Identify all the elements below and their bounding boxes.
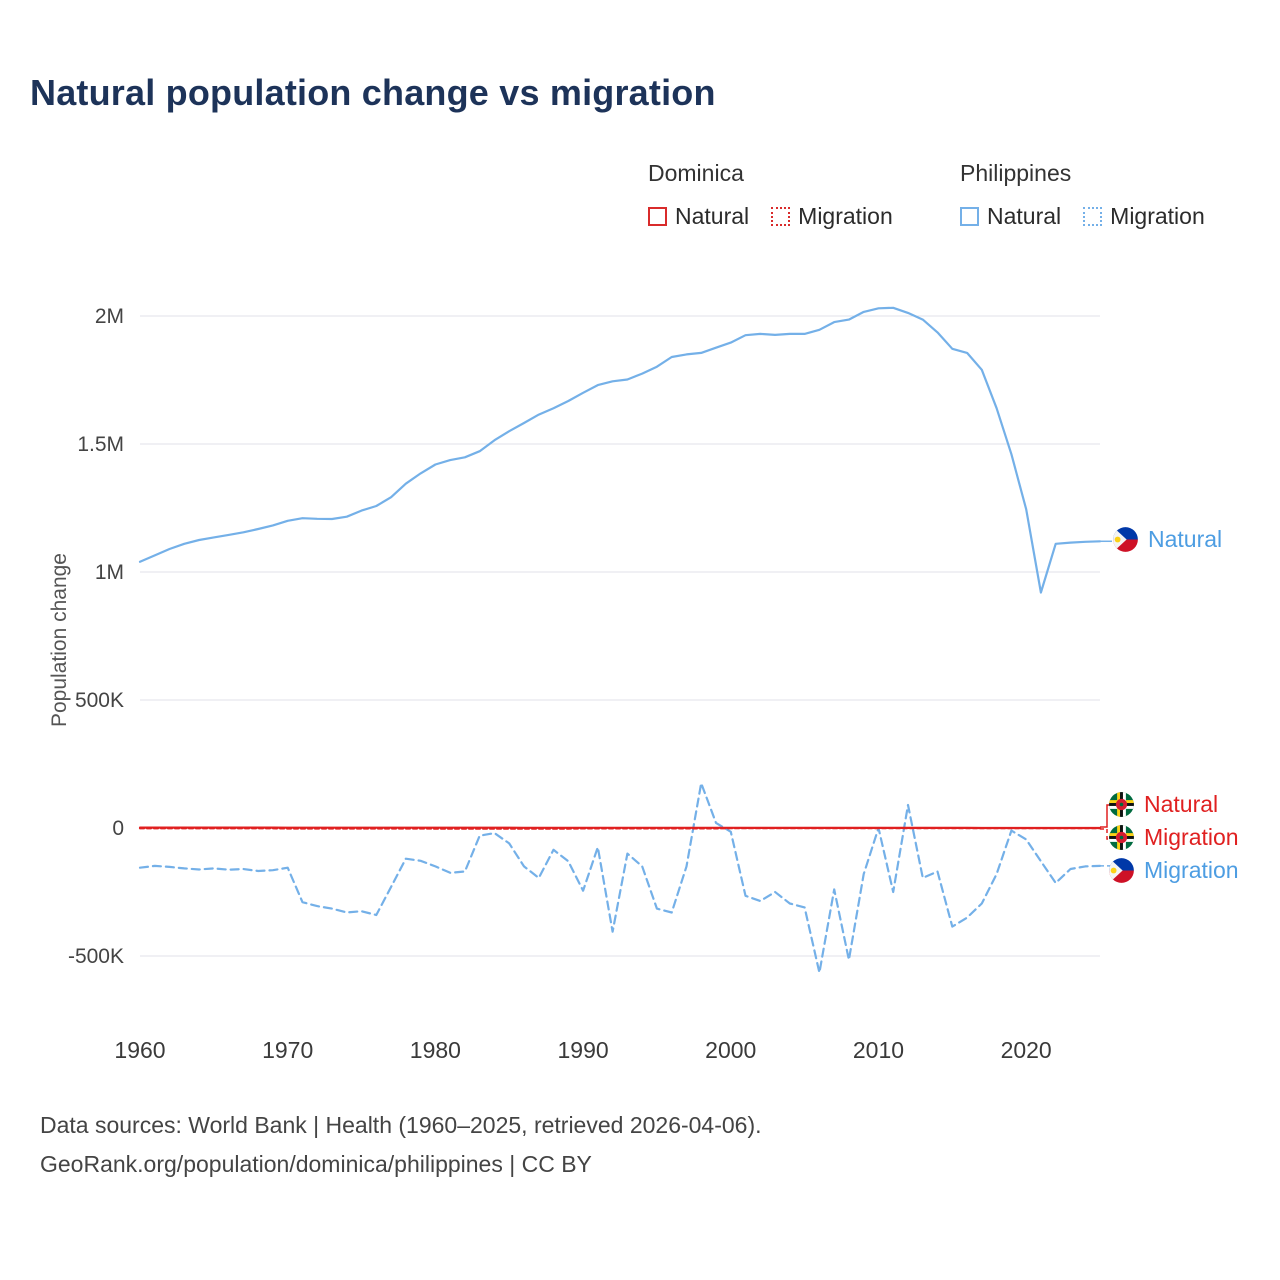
series-end-label-dominica-natural: Natural [1108, 791, 1218, 818]
dominica-flag-icon [1109, 825, 1134, 850]
legend-country-dominica: Dominica [648, 160, 744, 186]
legend-item-dominica-natural[interactable]: Natural [648, 203, 749, 230]
series-end-label-dominica-migration: Migration [1108, 824, 1239, 851]
x-tick-label: 2020 [1001, 1037, 1052, 1063]
y-tick-label: 0 [112, 817, 124, 840]
legend-country-philippines: Philippines [960, 160, 1072, 186]
legend-swatch-dotted-blue-icon [1083, 207, 1103, 226]
series-end-label-text: Natural [1144, 791, 1219, 817]
y-tick-label: 1.5M [77, 433, 124, 456]
series-line-dominica-migration [138, 826, 1102, 830]
y-tick-label: 1M [95, 561, 124, 584]
dominica-flag-icon [1109, 792, 1134, 817]
series-line-philippines-natural [138, 306, 1102, 594]
legend-item-philippines-migration[interactable]: Migration [1083, 203, 1205, 230]
legend-item-dominica-migration[interactable]: Migration [771, 203, 893, 230]
legend-item-label: Natural [987, 203, 1062, 229]
philippines-flag-icon [1109, 858, 1134, 883]
chart-title: Natural population change vs migration [30, 72, 716, 113]
y-tick-label: 2M [95, 305, 124, 328]
legend-item-philippines-natural[interactable]: Natural [960, 203, 1061, 230]
series-end-label-text: Migration [1144, 824, 1239, 850]
legend-group-philippines: Philippines Natural Migration [960, 160, 1236, 230]
x-tick-label: 2010 [853, 1037, 904, 1063]
chart-legend: Dominica Natural Migration Philippines N… [648, 160, 1236, 230]
legend-item-label: Migration [1110, 203, 1205, 229]
series-end-label-philippines-migration: Migration [1108, 857, 1239, 884]
philippines-flag-icon [1113, 527, 1138, 552]
x-tick-label: 1980 [410, 1037, 461, 1063]
y-tick-label: 500K [75, 689, 124, 712]
series-end-label-philippines-natural: Natural [1112, 526, 1222, 553]
series-end-label-text: Natural [1148, 526, 1223, 552]
footer: Data sources: World Bank | Health (1960–… [40, 1106, 762, 1184]
footer-attribution: GeoRank.org/population/dominica/philippi… [40, 1151, 592, 1177]
leader-line-dominica-migration [1100, 828, 1114, 840]
legend-item-label: Natural [675, 203, 750, 229]
legend-item-label: Migration [798, 203, 893, 229]
legend-swatch-solid-red-icon [648, 207, 667, 226]
x-tick-label: 1960 [114, 1037, 165, 1063]
series-line-philippines-migration [138, 782, 1102, 974]
x-tick-label: 1970 [262, 1037, 313, 1063]
legend-group-dominica: Dominica Natural Migration [648, 160, 924, 230]
legend-swatch-dotted-red-icon [771, 207, 791, 226]
footer-data-sources: Data sources: World Bank | Health (1960–… [40, 1112, 762, 1138]
legend-swatch-solid-blue-icon [960, 207, 979, 226]
x-tick-label: 1990 [557, 1037, 608, 1063]
x-tick-label: 2000 [705, 1037, 756, 1063]
series-end-label-text: Migration [1144, 857, 1239, 883]
y-tick-label: -500K [68, 945, 124, 968]
